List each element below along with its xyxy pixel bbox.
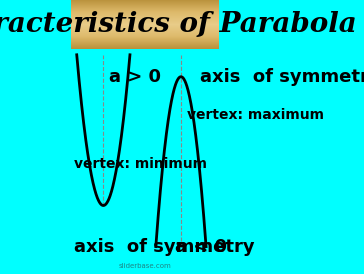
FancyBboxPatch shape — [71, 0, 219, 1]
FancyBboxPatch shape — [71, 7, 219, 8]
FancyBboxPatch shape — [71, 43, 219, 44]
FancyBboxPatch shape — [71, 40, 219, 41]
FancyBboxPatch shape — [71, 45, 219, 46]
Text: axis  of symmetry: axis of symmetry — [200, 68, 364, 86]
FancyBboxPatch shape — [71, 20, 219, 21]
Text: vertex: maximum: vertex: maximum — [187, 108, 324, 122]
Text: a > 0: a > 0 — [109, 68, 161, 86]
FancyBboxPatch shape — [71, 15, 219, 16]
FancyBboxPatch shape — [71, 31, 219, 32]
Text: Characteristics of Parabola: Characteristics of Parabola — [0, 11, 357, 38]
FancyBboxPatch shape — [71, 36, 219, 37]
FancyBboxPatch shape — [71, 12, 219, 13]
FancyBboxPatch shape — [71, 3, 219, 4]
FancyBboxPatch shape — [71, 37, 219, 38]
Text: axis  of symmetry: axis of symmetry — [74, 238, 254, 256]
FancyBboxPatch shape — [71, 32, 219, 33]
FancyBboxPatch shape — [71, 42, 219, 43]
FancyBboxPatch shape — [71, 24, 219, 25]
FancyBboxPatch shape — [71, 11, 219, 12]
FancyBboxPatch shape — [71, 47, 219, 48]
FancyBboxPatch shape — [71, 10, 219, 11]
FancyBboxPatch shape — [71, 41, 219, 42]
FancyBboxPatch shape — [71, 30, 219, 31]
FancyBboxPatch shape — [71, 9, 219, 10]
FancyBboxPatch shape — [71, 25, 219, 26]
FancyBboxPatch shape — [71, 6, 219, 7]
Text: sliderbase.com: sliderbase.com — [118, 263, 171, 269]
FancyBboxPatch shape — [71, 21, 219, 22]
FancyBboxPatch shape — [71, 48, 219, 49]
Text: vertex: minimum: vertex: minimum — [74, 157, 207, 172]
FancyBboxPatch shape — [71, 1, 219, 2]
FancyBboxPatch shape — [71, 5, 219, 6]
FancyBboxPatch shape — [71, 27, 219, 28]
FancyBboxPatch shape — [71, 19, 219, 20]
FancyBboxPatch shape — [71, 2, 219, 3]
FancyBboxPatch shape — [71, 26, 219, 27]
FancyBboxPatch shape — [71, 33, 219, 34]
FancyBboxPatch shape — [71, 8, 219, 9]
FancyBboxPatch shape — [71, 18, 219, 19]
FancyBboxPatch shape — [71, 13, 219, 14]
Text: a < 0: a < 0 — [175, 238, 227, 256]
FancyBboxPatch shape — [71, 39, 219, 40]
FancyBboxPatch shape — [71, 28, 219, 29]
FancyBboxPatch shape — [71, 16, 219, 17]
FancyBboxPatch shape — [71, 29, 219, 30]
FancyBboxPatch shape — [71, 46, 219, 47]
FancyBboxPatch shape — [71, 14, 219, 15]
FancyBboxPatch shape — [71, 23, 219, 24]
FancyBboxPatch shape — [71, 17, 219, 18]
FancyBboxPatch shape — [71, 38, 219, 39]
FancyBboxPatch shape — [71, 35, 219, 36]
FancyBboxPatch shape — [71, 4, 219, 5]
FancyBboxPatch shape — [71, 44, 219, 45]
FancyBboxPatch shape — [71, 22, 219, 23]
FancyBboxPatch shape — [71, 34, 219, 35]
